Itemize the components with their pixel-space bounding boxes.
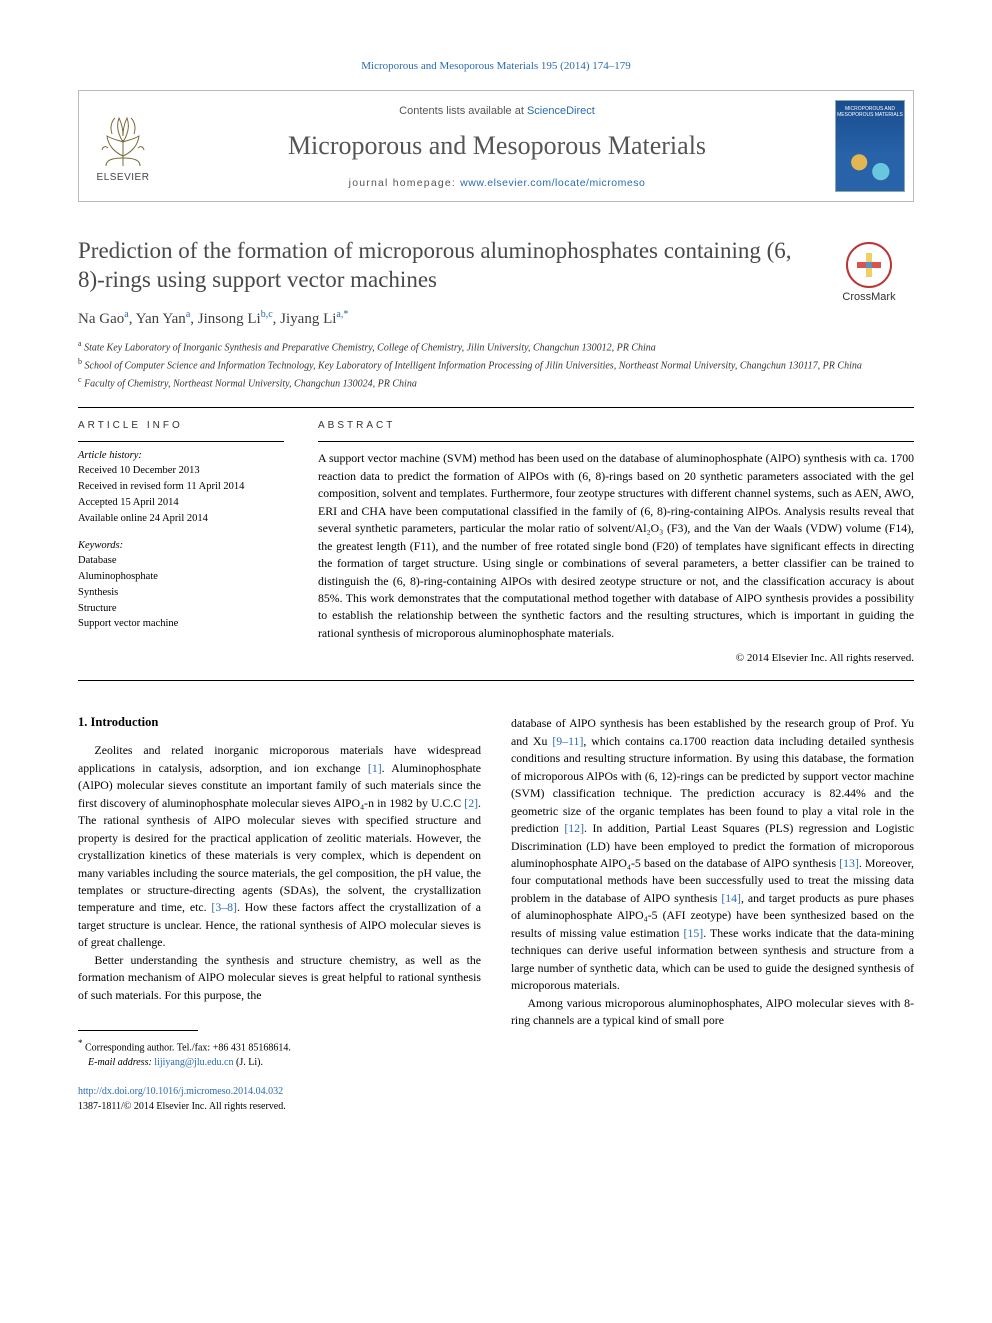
footnote-rule [78,1030,198,1031]
affiliations: a State Key Laboratory of Inorganic Synt… [78,338,914,391]
crossmark-label: CrossMark [824,291,914,303]
aff-a-sup: a [78,339,82,348]
keyword-1: Database [78,553,284,569]
ref-2[interactable]: [2] [464,796,478,810]
contents-available-line: Contents lists available at ScienceDirec… [173,105,821,117]
p2a: Better understanding the synthesis and s… [78,953,481,1002]
homepage-prefix: journal homepage: [349,177,461,189]
rule-below-abstract [78,680,914,681]
history-line-2: Received in revised form 11 April 2014 [78,479,284,495]
body-columns: 1. Introduction Zeolites and related ino… [78,715,914,1114]
author-3: Jinsong Li [198,311,261,327]
ref-9-11[interactable]: [9–11] [552,734,583,748]
intro-para-2a: Better understanding the synthesis and s… [78,952,481,1004]
intro-para-3: Among various microporous aluminophospha… [511,995,914,1030]
author-3-aff: b,c [261,309,273,320]
abstract-rule [318,441,914,442]
cover-thumb-title: MICROPOROUS AND MESOPOROUS MATERIALS [836,107,904,118]
intro-para-1: Zeolites and related inorganic microporo… [78,742,481,951]
publisher-logo-block: ELSEVIER [79,91,167,201]
publisher-name: ELSEVIER [97,172,150,183]
p2c: , which contains ca.1700 reaction data i… [511,734,914,835]
journal-header: ELSEVIER Contents lists available at Sci… [78,90,914,202]
journal-header-mid: Contents lists available at ScienceDirec… [167,91,827,201]
article-info-panel: ARTICLE INFO Article history: Received 1… [78,420,284,664]
keyword-2: Aluminophosphate [78,569,284,585]
email-who: (J. Li). [234,1057,263,1068]
article-title: Prediction of the formation of microporo… [78,236,812,295]
history-line-3: Accepted 15 April 2014 [78,495,284,511]
elsevier-tree-icon [96,110,150,168]
crossmark-badge[interactable]: CrossMark [824,242,914,303]
crossmark-icon [846,242,892,288]
journal-cover-thumb: MICROPOROUS AND MESOPOROUS MATERIALS [835,100,905,192]
author-1: Na Gao [78,311,124,327]
aff-c-sup: c [78,375,82,384]
journal-homepage-line: journal homepage: www.elsevier.com/locat… [173,177,821,189]
abstract-body: A support vector machine (SVM) method ha… [318,450,914,642]
ref-14[interactable]: [14] [721,891,741,905]
author-2: Yan Yan [136,311,186,327]
author-4: Jiyang Li [280,311,336,327]
journal-homepage-link[interactable]: www.elsevier.com/locate/micromeso [460,177,645,189]
journal-cover-block: MICROPOROUS AND MESOPOROUS MATERIALS [827,91,913,201]
rule-above-meta [78,407,914,408]
email-label: E-mail address: [88,1057,154,1068]
corresponding-author-footnote: * Corresponding author. Tel./fax: +86 43… [78,1037,481,1070]
aff-b: School of Computer Science and Informati… [85,360,862,371]
ref-15[interactable]: [15] [684,926,704,940]
p1c: . The rational synthesis of AlPO molecul… [78,796,481,915]
ref-1[interactable]: [1] [368,761,382,775]
aff-c: Faculty of Chemistry, Northeast Normal U… [84,378,417,389]
corr-email-link[interactable]: lijiyang@jlu.edu.cn [154,1057,233,1068]
doi-block: http://dx.doi.org/10.1016/j.micromeso.20… [78,1084,481,1114]
intro-para-2b: database of AlPO synthesis has been esta… [511,715,914,994]
journal-name: Microporous and Mesoporous Materials [173,131,821,161]
abstract-panel: ABSTRACT A support vector machine (SVM) … [318,420,914,664]
ref-12[interactable]: [12] [564,821,584,835]
article-info-heading: ARTICLE INFO [78,420,284,431]
keyword-4: Structure [78,601,284,617]
aff-b-sup: b [78,357,82,366]
author-1-aff: a [124,309,128,320]
contents-prefix: Contents lists available at [399,105,527,117]
aff-a: State Key Laboratory of Inorganic Synthe… [84,342,656,353]
history-line-1: Received 10 December 2013 [78,463,284,479]
top-citation: Microporous and Mesoporous Materials 195… [78,60,914,72]
article-history-heading: Article history: [78,450,284,461]
author-2-aff: a [186,309,190,320]
doi-link[interactable]: http://dx.doi.org/10.1016/j.micromeso.20… [78,1086,283,1097]
issn-copyright: 1387-1811/© 2014 Elsevier Inc. All right… [78,1099,481,1114]
author-list: Na Gaoa, Yan Yana, Jinsong Lib,c, Jiyang… [78,309,914,328]
author-4-corr: * [343,309,348,320]
abstract-copyright: © 2014 Elsevier Inc. All rights reserved… [318,652,914,664]
ref-3-8[interactable]: [3–8] [211,900,237,914]
keyword-3: Synthesis [78,585,284,601]
abstract-heading: ABSTRACT [318,420,914,431]
sciencedirect-link[interactable]: ScienceDirect [527,105,595,117]
section-heading-introduction: 1. Introduction [78,715,481,730]
keywords-heading: Keywords: [78,540,284,551]
keyword-5: Support vector machine [78,616,284,632]
article-info-rule [78,441,284,442]
history-line-4: Available online 24 April 2014 [78,511,284,527]
corr-text: Corresponding author. Tel./fax: +86 431 … [83,1042,291,1053]
ref-13[interactable]: [13] [839,856,859,870]
